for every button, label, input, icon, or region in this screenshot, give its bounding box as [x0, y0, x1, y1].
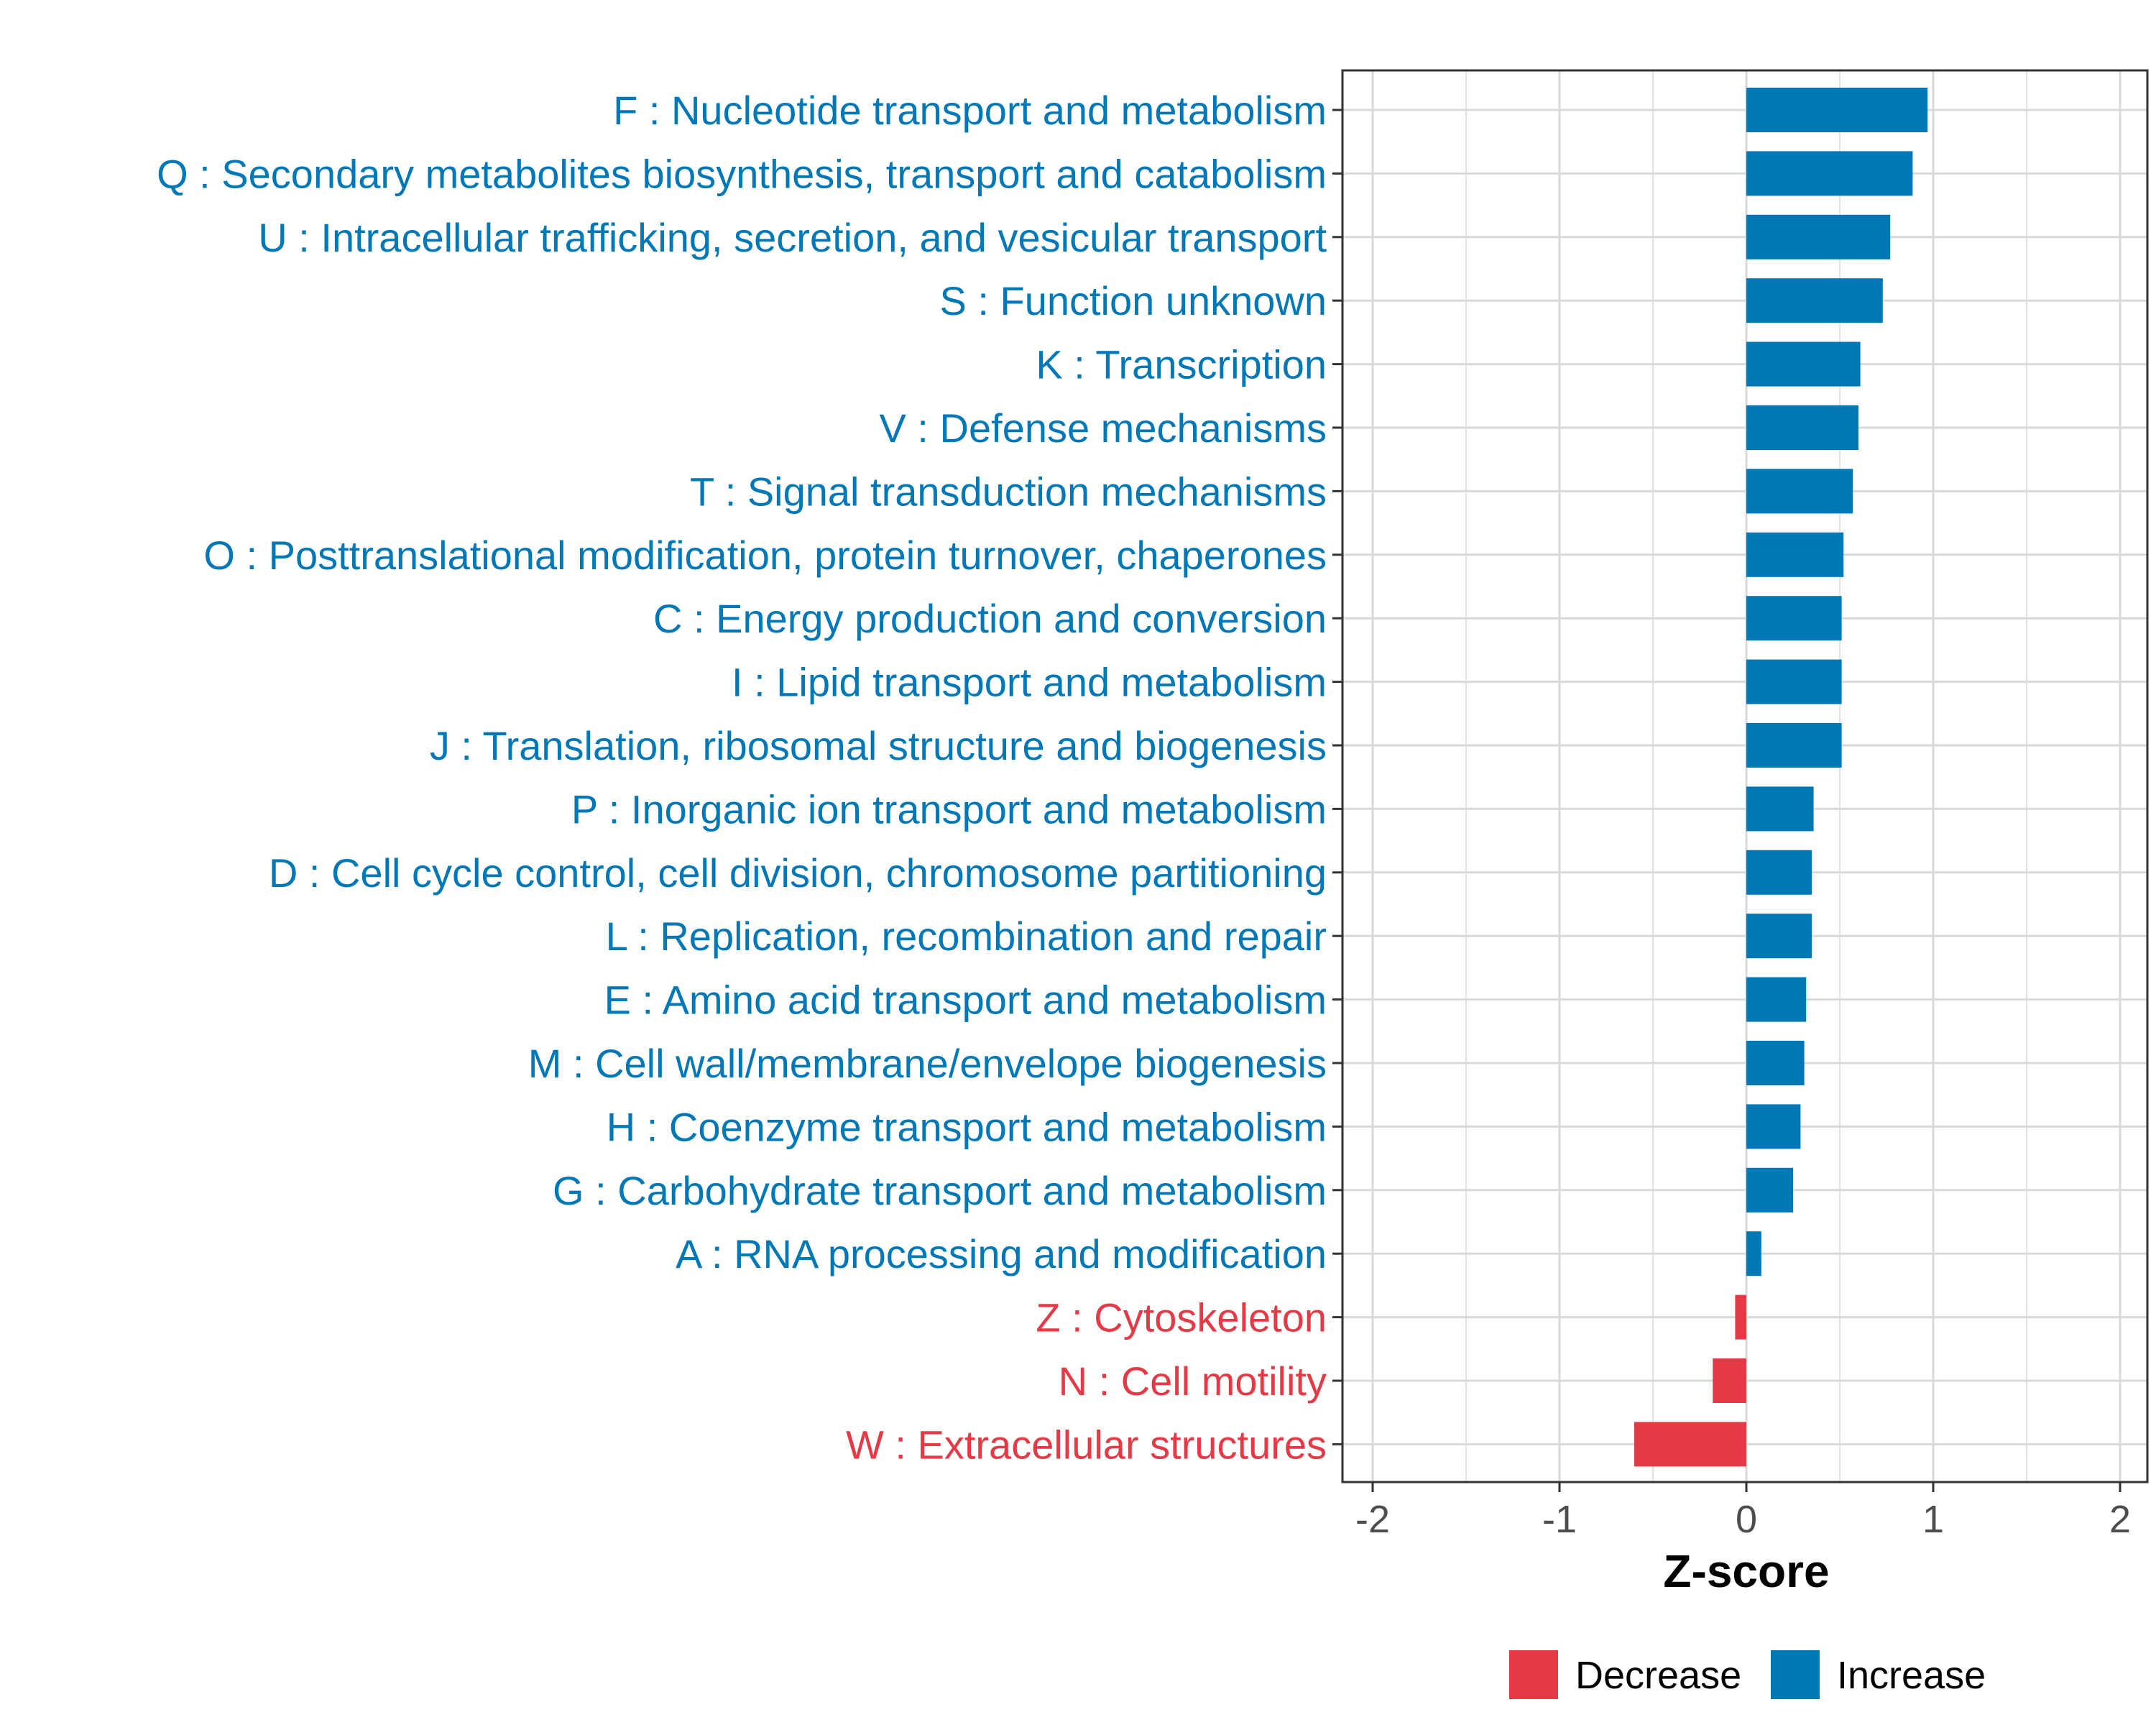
- panel-border: [1341, 69, 2149, 1484]
- category-label: Z : Cytoskeleton: [1036, 1295, 1327, 1340]
- category-label: N : Cell motility: [1059, 1358, 1327, 1404]
- category-label: L : Replication, recombination and repai…: [606, 914, 1327, 959]
- legend-swatch: [1771, 1650, 1820, 1699]
- category-label: F : Nucleotide transport and metabolism: [613, 88, 1327, 133]
- bar: [1746, 596, 1842, 641]
- legend-label: Increase: [1837, 1654, 1986, 1697]
- category-label: W : Extracellular structures: [846, 1422, 1327, 1467]
- category-label: S : Function unknown: [939, 278, 1327, 323]
- category-label: I : Lipid transport and metabolism: [732, 660, 1327, 705]
- bar: [1746, 850, 1812, 895]
- legend-swatch: [1509, 1650, 1558, 1699]
- bar: [1746, 723, 1842, 768]
- bar: [1746, 659, 1842, 704]
- bars: [1634, 88, 1928, 1467]
- category-label: P : Inorganic ion transport and metaboli…: [571, 786, 1327, 832]
- bar: [1746, 214, 1891, 259]
- bar: [1746, 278, 1883, 323]
- bar: [1735, 1294, 1746, 1340]
- bar: [1746, 532, 1844, 577]
- category-label: H : Coenzyme transport and metabolism: [607, 1104, 1327, 1149]
- x-axis: -2 -1 0 1 2: [1332, 69, 2149, 1541]
- bar: [1746, 1231, 1761, 1276]
- bar: [1746, 88, 1928, 132]
- category-label: C : Energy production and conversion: [653, 596, 1327, 641]
- category-label: M : Cell wall/membrane/envelope biogenes…: [528, 1041, 1327, 1086]
- category-label: V : Defense mechanisms: [880, 405, 1327, 451]
- bar: [1634, 1422, 1746, 1467]
- bar: [1746, 151, 1913, 196]
- bar: [1746, 786, 1814, 832]
- x-tick-label: 2: [2109, 1498, 2131, 1541]
- bar: [1746, 1167, 1793, 1213]
- x-axis-title: Z-score: [1663, 1545, 1829, 1597]
- category-label: Q : Secondary metabolites biosynthesis, …: [157, 151, 1327, 196]
- category-label: A : RNA processing and modification: [676, 1231, 1327, 1276]
- category-label: G : Carbohydrate transport and metabolis…: [553, 1168, 1327, 1213]
- bar: [1746, 1041, 1805, 1085]
- bar: [1746, 914, 1812, 959]
- legend: Decrease Increase: [1509, 1650, 1986, 1699]
- bar: [1746, 341, 1861, 387]
- bar: [1746, 1104, 1801, 1149]
- category-label: J : Translation, ribosomal structure and…: [430, 723, 1327, 768]
- x-tick-label: -1: [1542, 1498, 1577, 1541]
- category-label: D : Cell cycle control, cell division, c…: [269, 850, 1327, 896]
- x-tick-label: -2: [1355, 1498, 1390, 1541]
- bar: [1713, 1358, 1746, 1403]
- category-label: K : Transcription: [1036, 342, 1327, 387]
- x-tick-label: 0: [1736, 1498, 1757, 1541]
- legend-label: Decrease: [1575, 1654, 1741, 1697]
- category-labels: F : Nucleotide transport and metabolism Q…: [157, 88, 1327, 1467]
- bar: [1746, 469, 1853, 514]
- grid-lines: [1342, 70, 2147, 1482]
- x-tick-label: 1: [1922, 1498, 1944, 1541]
- bar: [1746, 977, 1807, 1022]
- category-label: U : Intracellular trafficking, secretion…: [258, 215, 1327, 260]
- category-label: O : Posttranslational modification, prot…: [203, 533, 1327, 578]
- bar: [1746, 405, 1858, 450]
- category-label: E : Amino acid transport and metabolism: [604, 978, 1327, 1023]
- category-label: T : Signal transduction mechanisms: [690, 469, 1327, 514]
